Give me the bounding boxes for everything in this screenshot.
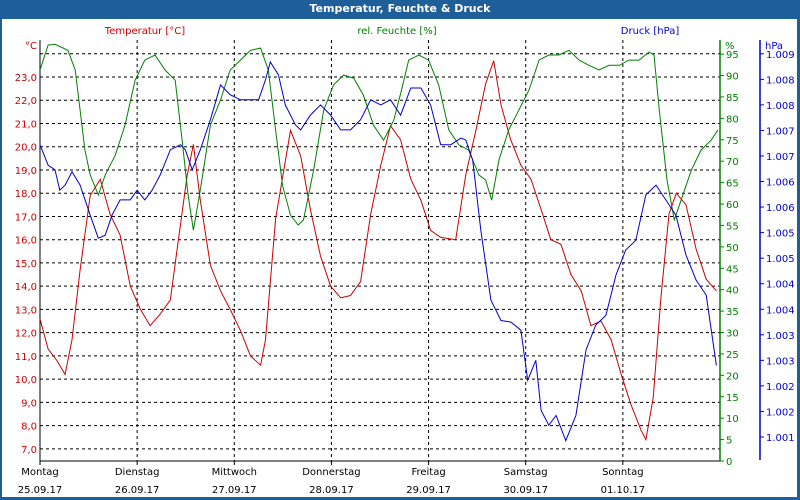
humidity-unit: % [725,41,735,52]
day-label: Samstag [504,467,548,478]
humidity-tick-label: 40 [726,286,739,297]
humidity-tick-label: 75 [726,136,739,147]
date-label: 25.09.17 [18,485,63,496]
temperature-tick-label: 22,0 [15,96,37,107]
chart-panel: Temperatur [°C] rel. Feuchte [%] Druck [… [2,19,797,497]
temperature-tick-label: 21,0 [15,119,37,130]
humidity-tick-label: 60 [726,200,739,211]
pressure-tick-label: 1.005 [766,229,795,240]
humidity-tick-label: 85 [726,93,739,104]
temperature-tick-label: 11,0 [15,352,37,363]
humidity-series-line [39,43,719,231]
pressure-tick-label: 1.006 [766,203,795,214]
pressure-unit: hPa [765,41,783,52]
pressure-tick-label: 1.008 [766,101,795,112]
temperature-tick-label: 20,0 [15,143,37,154]
humidity-tick-label: 70 [726,157,739,168]
temperature-series-line [39,60,717,442]
pressure-axis-title: Druck [hPa] [621,26,680,37]
temperature-unit: °C [25,41,37,52]
pressure-tick-label: 1.007 [766,126,795,137]
humidity-tick-label: 30 [726,329,739,340]
pressure-tick-label: 1.004 [766,305,795,316]
temperature-tick-label: 19,0 [15,166,37,177]
temperature-tick-label: 10,0 [15,375,37,386]
humidity-tick-label: 95 [726,50,739,61]
pressure-tick-label: 1.003 [766,331,795,342]
humidity-tick-label: 65 [726,179,739,190]
pressure-tick-label: 1.008 [766,75,795,86]
temperature-tick-label: 16,0 [15,236,37,247]
day-label: Freitag [411,467,445,478]
day-label: Mittwoch [212,467,257,478]
pressure-tick-label: 1.009 [766,50,795,61]
date-label: 01.10.17 [601,485,646,496]
date-label: 27.09.17 [212,485,257,496]
temperature-tick-label: 13,0 [15,305,37,316]
temperature-tick-label: 7,0 [21,445,37,456]
date-label: 29.09.17 [406,485,451,496]
pressure-tick-label: 1.005 [766,254,795,265]
grid [40,40,720,461]
pressure-tick-label: 1.002 [766,382,795,393]
humidity-tick-label: 50 [726,243,739,254]
chart: Temperatur [°C] rel. Feuchte [%] Druck [… [15,26,795,496]
day-label: Dienstag [115,467,160,478]
humidity-tick-label: 20 [726,371,739,382]
pressure-series-line [39,60,717,442]
humidity-tick-label: 55 [726,221,739,232]
pressure-tick-label: 1.004 [766,280,795,291]
pressure-tick-label: 1.002 [766,407,795,418]
temperature-tick-label: 9,0 [21,398,37,409]
humidity-axis-title: rel. Feuchte [%] [357,26,436,37]
humidity-tick-label: 25 [726,350,739,361]
pressure-tick-label: 1.007 [766,152,795,163]
date-label: 30.09.17 [503,485,548,496]
temperature-tick-label: 14,0 [15,282,37,293]
humidity-tick-label: 90 [726,72,739,83]
date-label: 26.09.17 [115,485,160,496]
humidity-tick-label: 10 [726,414,739,425]
date-label: 28.09.17 [309,485,354,496]
axes: Montag 25.09.17 Dienstag 26.09.17 Mittwoch 27… [15,40,795,496]
temperature-tick-label: 23,0 [15,73,37,84]
window-title: Temperatur, Feuchte & Druck [0,0,800,19]
humidity-tick-label: 5 [726,436,732,447]
temperature-tick-label: 12,0 [15,329,37,340]
day-label: Donnerstag [302,467,360,478]
humidity-tick-label: 35 [726,307,739,318]
humidity-tick-label: 45 [726,264,739,275]
pressure-tick-label: 1.001 [766,433,795,444]
temperature-tick-label: 15,0 [15,259,37,270]
temperature-tick-label: 17,0 [15,212,37,223]
temperature-axis-title: Temperatur [°C] [104,26,185,37]
pressure-tick-label: 1.003 [766,356,795,367]
series [39,43,719,442]
day-label: Sonntag [602,467,644,478]
humidity-tick-label: 15 [726,393,739,404]
day-label: Montag [21,467,58,478]
humidity-tick-label: 80 [726,114,739,125]
temperature-tick-label: 18,0 [15,189,37,200]
temperature-tick-label: 8,0 [21,422,37,433]
humidity-tick-label: 0 [726,457,732,468]
pressure-tick-label: 1.006 [766,178,795,189]
